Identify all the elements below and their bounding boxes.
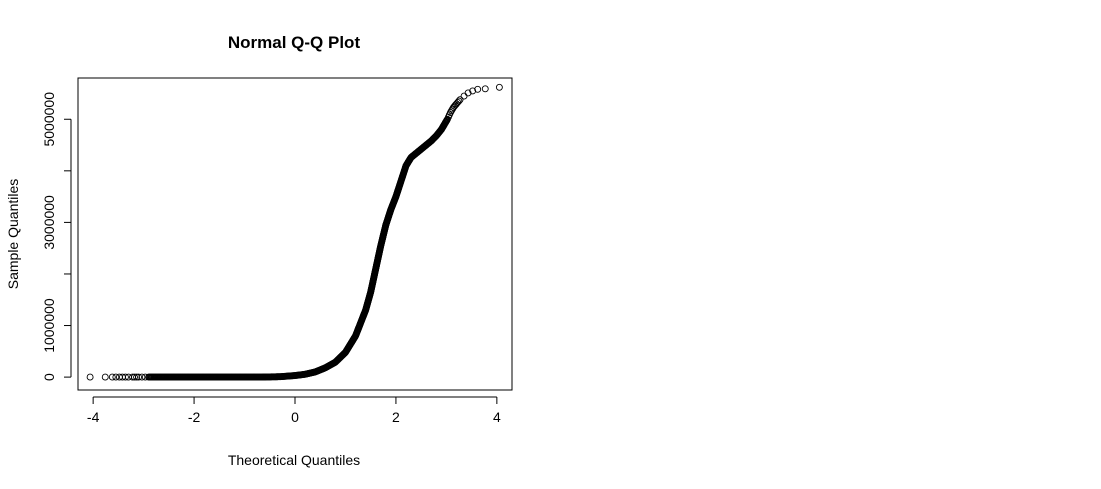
x-tick-label: -4 [87,409,100,425]
x-tick-label: -2 [188,409,201,425]
data-point [464,89,472,97]
y-tick-label: 3000000 [41,195,57,250]
data-point [495,83,503,91]
x-tick-label: 0 [291,409,299,425]
data-point [135,373,143,381]
data-point [108,373,116,381]
x-axis-label: Theoretical Quantiles [228,452,360,468]
data-point [112,373,120,381]
x-axis: -4 -2 0 2 4 [87,396,501,425]
data-point [138,373,146,381]
data-point [460,92,468,100]
data-point [121,373,129,381]
chart-title: Normal Q-Q Plot [228,33,361,52]
x-tick-label: 4 [493,409,501,425]
data-point [131,373,138,381]
y-tick-label: 1000000 [41,298,57,353]
data-point [133,373,140,381]
data-point [469,87,477,95]
data-point [101,373,109,381]
y-axis-label: Sample Quantiles [5,179,21,290]
x-tick-label: 2 [392,409,400,425]
data-point [474,85,482,93]
data-point [481,85,489,93]
data-point [456,96,464,104]
plot-box [77,77,513,391]
data-point [455,97,463,105]
data-point [446,109,454,117]
data-point [86,373,94,381]
y-tick-label: 5000000 [41,92,57,147]
y-axis: 0 1000000 3000000 5000000 [41,92,72,381]
data-points [86,83,503,381]
y-tick-label: 0 [41,373,57,381]
